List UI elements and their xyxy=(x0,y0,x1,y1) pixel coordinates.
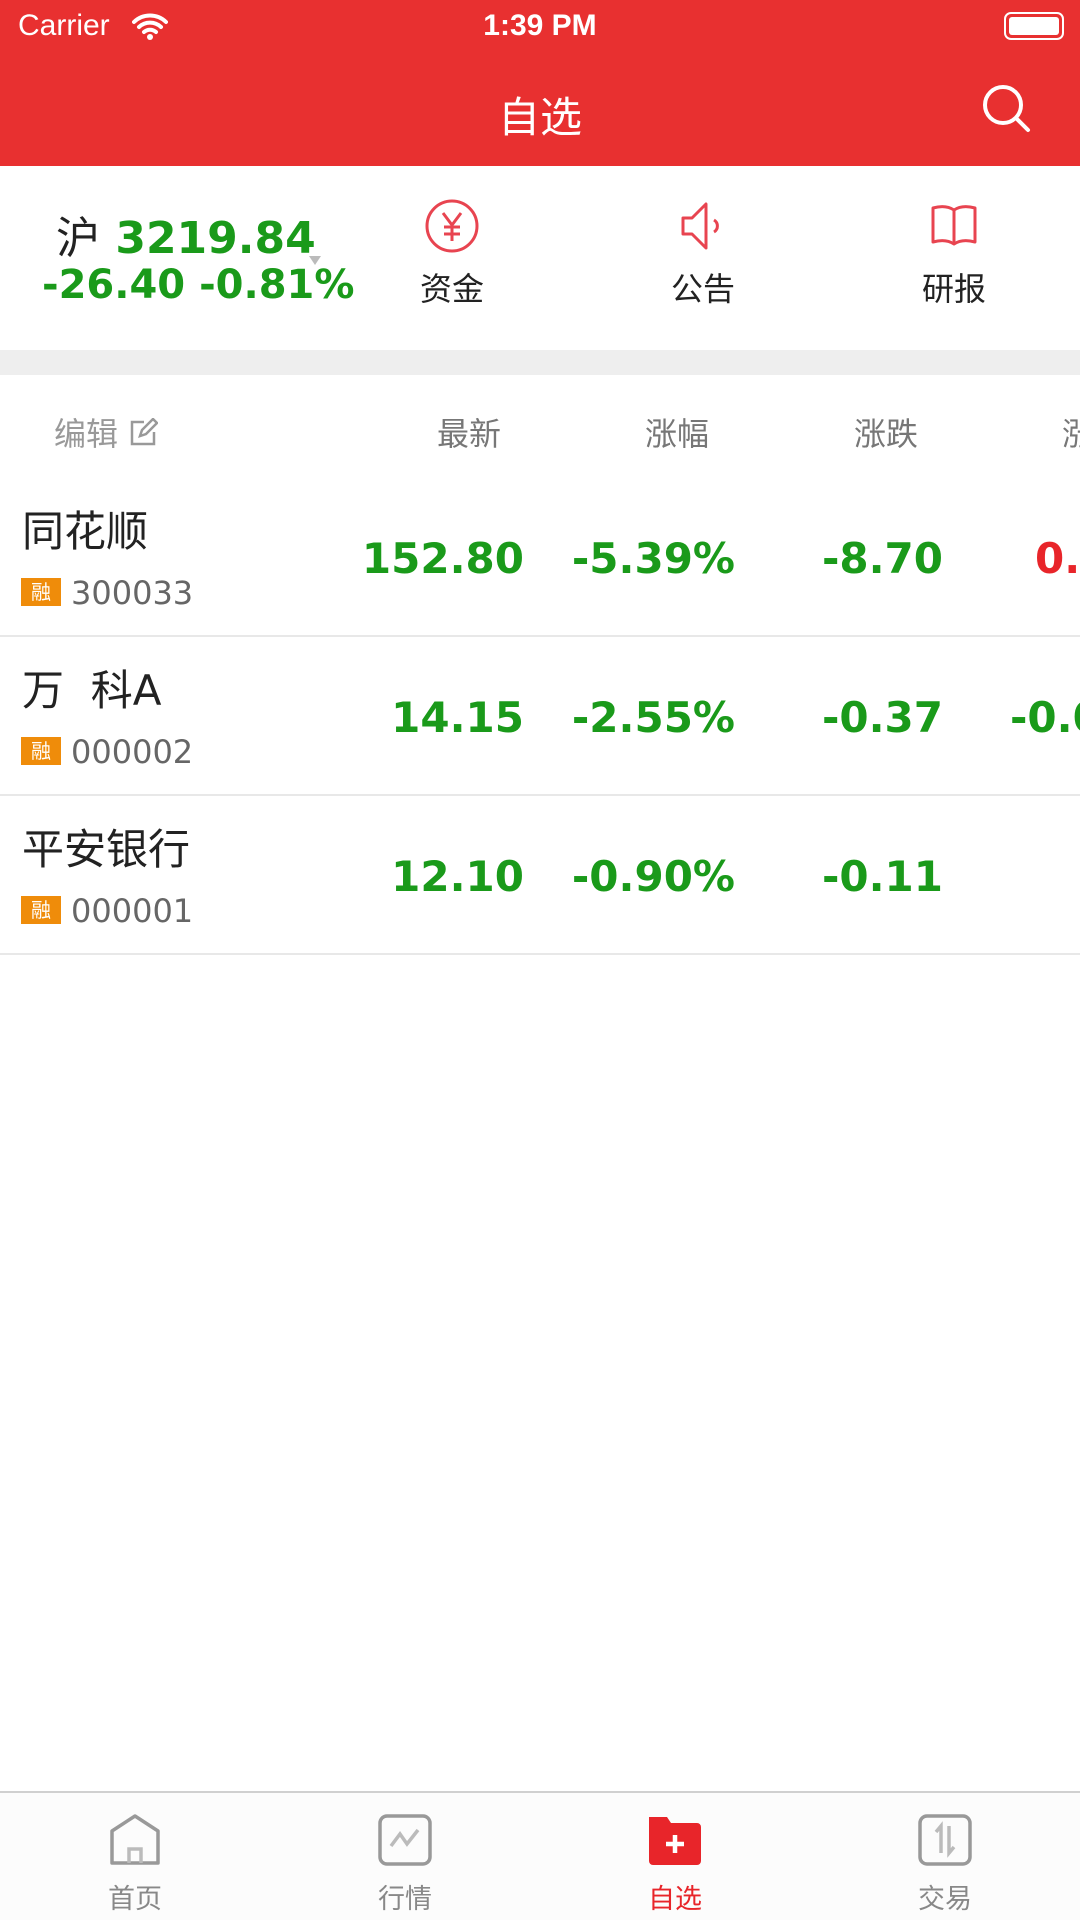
latest-price: 14.15 xyxy=(391,693,524,742)
edit-label: 编辑 xyxy=(54,415,119,453)
index-change-pct: -0.81% xyxy=(199,262,355,308)
price-change: -0.11 xyxy=(821,852,943,901)
stock-code: 000001 xyxy=(71,892,194,930)
yuan-circle-icon xyxy=(425,199,479,253)
index-change: -26.40 xyxy=(42,262,186,308)
clock: 1:39 PM xyxy=(483,9,597,42)
table-header: 编辑 最新 涨幅 涨跌 涨 xyxy=(0,375,1080,475)
book-icon xyxy=(931,205,977,246)
tab-trade[interactable]: 交易 xyxy=(875,1813,1015,1916)
column-header-clipped[interactable]: 涨 xyxy=(1062,415,1080,453)
page-title: 自选 xyxy=(497,93,582,142)
tab-watchlist[interactable]: 自选 xyxy=(605,1813,745,1916)
latest-price: 152.80 xyxy=(361,534,524,583)
quick-link-announcements[interactable]: 公告 xyxy=(633,196,773,310)
table-row[interactable]: 平安银行 融 000001 12.10 -0.90% -0.11 xyxy=(0,796,1080,955)
stock-code: 300033 xyxy=(71,574,194,612)
stock-name: 同花顺 xyxy=(22,507,149,556)
extra-value: -0.0 xyxy=(1010,693,1080,742)
latest-price: 12.10 xyxy=(391,852,524,901)
quick-link-label: 研报 xyxy=(921,270,986,308)
stock-name: 万 科A xyxy=(22,666,162,715)
status-bar: Carrier 1:39 PM xyxy=(0,0,1080,54)
tab-label: 行情 xyxy=(378,1884,432,1915)
index-summary[interactable]: 沪 3219.84 -26.40 -0.81% 资金 公告 研报 xyxy=(0,166,1080,350)
tab-label: 首页 xyxy=(108,1884,162,1915)
carrier-label: Carrier xyxy=(18,9,110,42)
tab-home[interactable]: 首页 xyxy=(65,1813,205,1916)
margin-badge: 融 xyxy=(21,578,61,606)
stock-code: 000002 xyxy=(71,733,194,771)
folder-plus-icon xyxy=(649,1817,701,1865)
table-row[interactable]: 万 科A 融 000002 14.15 -2.55% -0.37 -0.0 xyxy=(0,637,1080,796)
wifi-icon xyxy=(132,13,168,40)
edit-button[interactable]: 编辑 xyxy=(54,409,159,455)
quick-link-funds[interactable]: 资金 xyxy=(382,196,522,310)
stock-name: 平安银行 xyxy=(22,825,191,874)
margin-badge: 融 xyxy=(21,737,61,765)
column-header-pct-change[interactable]: 涨幅 xyxy=(645,415,710,453)
pct-change: -0.90% xyxy=(571,852,735,901)
quick-link-label: 资金 xyxy=(419,270,484,308)
top-bar: Carrier 1:39 PM 自选 xyxy=(0,0,1080,166)
price-change: -0.37 xyxy=(821,693,943,742)
index-name: 沪 xyxy=(56,213,100,264)
pct-change: -2.55% xyxy=(571,693,735,742)
column-header-change[interactable]: 涨跌 xyxy=(854,415,919,453)
tab-label: 交易 xyxy=(918,1884,972,1915)
dropdown-caret-icon[interactable] xyxy=(309,256,321,265)
pct-change: -5.39% xyxy=(571,534,735,583)
margin-badge: 融 xyxy=(21,896,61,924)
quick-link-research[interactable]: 研报 xyxy=(884,196,1024,310)
index-value: 3219.84 xyxy=(115,213,316,264)
table-row[interactable]: 同花顺 融 300033 152.80 -5.39% -8.70 0.0 xyxy=(0,478,1080,637)
column-header-latest[interactable]: 最新 xyxy=(437,415,502,453)
search-icon[interactable] xyxy=(980,82,1032,134)
battery-icon xyxy=(1004,12,1064,40)
section-divider xyxy=(0,350,1080,375)
tab-label: 自选 xyxy=(648,1884,702,1915)
exchange-icon xyxy=(918,1814,972,1866)
home-icon xyxy=(110,1814,160,1865)
edit-icon xyxy=(130,417,159,446)
speaker-icon xyxy=(681,202,719,250)
chart-icon xyxy=(378,1814,432,1866)
quick-link-label: 公告 xyxy=(670,270,735,308)
tab-market[interactable]: 行情 xyxy=(335,1813,475,1916)
price-change: -8.70 xyxy=(821,534,943,583)
tab-bar: 首页 行情 自选 交易 xyxy=(0,1791,1080,1920)
extra-value: 0.0 xyxy=(1035,534,1080,583)
